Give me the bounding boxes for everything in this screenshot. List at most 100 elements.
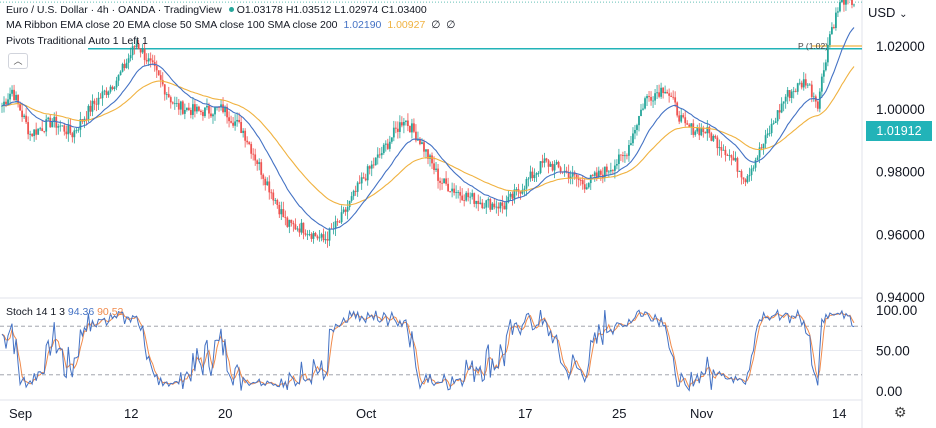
candle-body — [734, 158, 737, 161]
candle-body — [57, 126, 60, 128]
candle-body — [447, 183, 449, 192]
candle-body — [196, 106, 198, 112]
collapse-legend-button[interactable]: ︿ — [8, 53, 28, 69]
candle-body — [818, 91, 821, 109]
candle-body — [127, 58, 130, 63]
stoch-tick-label: 100.00 — [876, 303, 917, 318]
candle-body — [624, 155, 626, 157]
candle-body — [175, 103, 178, 104]
candle-body — [181, 101, 184, 114]
candle-body — [451, 188, 454, 192]
candle-body — [810, 84, 813, 97]
candle-body — [234, 121, 236, 126]
candle-body — [390, 137, 393, 142]
candle-body — [477, 200, 480, 204]
candle-body — [605, 166, 608, 172]
ma-ribbon-legend[interactable]: MA Ribbon EMA close 20 EMA close 50 SMA … — [6, 19, 458, 32]
candle-body — [346, 207, 349, 212]
candle-body — [583, 184, 586, 190]
candle-body — [276, 200, 279, 205]
symbol-legend: Euro / U.S. Dollar · 4h · OANDA · Tradin… — [6, 4, 430, 17]
currency-selector[interactable]: USD ⌄ — [868, 5, 907, 20]
candle-body — [41, 128, 44, 132]
candle-body — [411, 123, 413, 133]
candle-body — [268, 181, 271, 193]
candle-body — [706, 126, 709, 134]
candle-body — [778, 110, 781, 113]
candle-body — [802, 79, 805, 88]
candle-body — [704, 132, 707, 134]
ohlc-open: O1.03178 — [236, 4, 283, 16]
candle-body — [415, 131, 417, 141]
candle-body — [487, 199, 490, 201]
stoch-legend[interactable]: Stoch 14 1 3 94.36 90.52 — [6, 306, 123, 318]
candle-body — [352, 190, 355, 197]
candle-body — [664, 91, 667, 94]
candle-body — [439, 180, 441, 183]
candle-body — [322, 234, 325, 241]
candle-body — [628, 144, 630, 156]
candle-body — [833, 27, 835, 29]
candle-body — [851, 0, 853, 5]
candle-body — [615, 164, 618, 166]
candle-body — [75, 130, 78, 132]
candle-body — [159, 75, 162, 80]
candle-body — [437, 168, 439, 181]
candle-body — [165, 94, 168, 95]
candle-body — [13, 89, 15, 101]
candle-body — [467, 192, 470, 198]
candle-body — [200, 110, 202, 113]
candle-body — [248, 142, 251, 145]
stoch-tick-label: 50.00 — [876, 344, 910, 359]
candle-body — [700, 128, 703, 136]
candle-body — [145, 60, 148, 62]
candle-body — [611, 170, 614, 171]
candle-body — [698, 128, 701, 136]
candle-body — [712, 135, 715, 141]
candle-body — [278, 204, 281, 215]
candle-body — [413, 123, 415, 132]
candle-body — [453, 188, 456, 193]
candle-body — [722, 149, 725, 151]
candle-body — [620, 154, 622, 156]
candle-body — [760, 147, 763, 149]
candle-body — [250, 144, 253, 154]
candle-body — [368, 166, 371, 169]
candle-body — [527, 178, 530, 180]
candle-body — [489, 199, 492, 210]
candle-body — [17, 94, 19, 104]
candle-body — [626, 155, 628, 157]
candle-body — [350, 196, 353, 201]
candle-body — [555, 161, 558, 165]
candle-body — [206, 105, 208, 108]
candle-body — [483, 207, 486, 209]
candle-body — [135, 43, 138, 48]
candle-body — [296, 228, 299, 230]
price-tick-label: 0.98000 — [876, 165, 925, 180]
candle-body — [702, 128, 705, 133]
candle-body — [230, 121, 232, 123]
candle-body — [547, 160, 550, 167]
candle-body — [748, 175, 751, 177]
candle-body — [475, 200, 478, 204]
candle-body — [473, 193, 476, 204]
candle-body — [828, 34, 831, 45]
candle-body — [479, 202, 482, 204]
candle-body — [85, 118, 88, 120]
candle-body — [782, 101, 785, 104]
candle-body — [622, 155, 624, 156]
candle-body — [433, 163, 435, 170]
gear-icon[interactable]: ⚙ — [894, 404, 907, 420]
candle-body — [407, 120, 409, 126]
candle-body — [302, 222, 305, 234]
chevron-up-icon: ︿ — [13, 56, 23, 66]
candle-body — [312, 232, 315, 239]
candle-body — [79, 119, 82, 130]
candle-body — [284, 217, 287, 218]
candle-body — [39, 128, 42, 130]
candle-body — [376, 154, 379, 158]
candle-body — [786, 90, 789, 97]
candle-body — [658, 92, 660, 97]
pivots-legend[interactable]: Pivots Traditional Auto 1 Left 1 — [6, 35, 151, 48]
